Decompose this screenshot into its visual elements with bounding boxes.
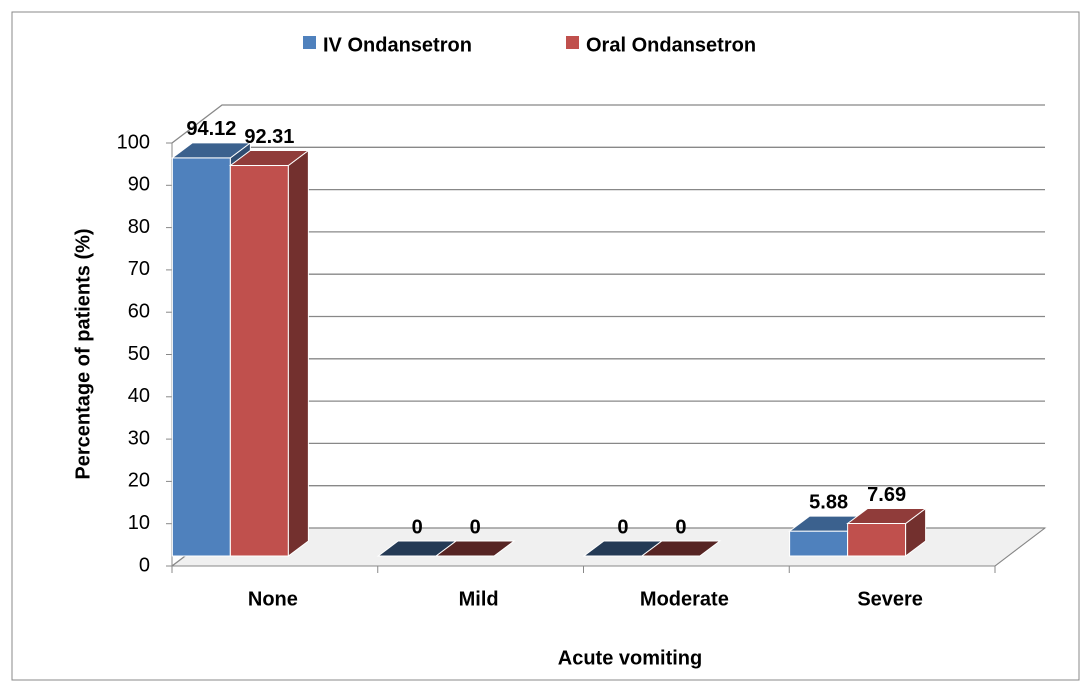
bar-top <box>228 150 310 167</box>
grid-line <box>171 104 1045 144</box>
bar <box>434 540 516 557</box>
bar <box>846 507 928 557</box>
data-label: 5.88 <box>809 491 848 513</box>
legend-swatch <box>303 36 316 49</box>
data-label: 94.12 <box>186 118 236 140</box>
bar <box>640 540 722 557</box>
bar-front <box>171 157 231 557</box>
x-axis-back <box>994 527 1046 567</box>
legend-swatch <box>566 36 579 49</box>
bar-front <box>229 165 289 557</box>
bar-front <box>789 530 849 557</box>
y-tick-label: 60 <box>128 300 150 322</box>
data-label: 0 <box>412 516 423 538</box>
y-tick-label: 40 <box>128 385 150 407</box>
bar-top <box>434 540 516 557</box>
y-tick-label: 50 <box>128 343 150 365</box>
data-label: 0 <box>470 516 481 538</box>
bar-front <box>847 522 907 557</box>
legend-label: Oral Ondansetron <box>586 34 756 56</box>
data-label: 0 <box>617 516 628 538</box>
y-tick-label: 20 <box>128 470 150 492</box>
x-tick-label: None <box>248 588 298 610</box>
data-label: 0 <box>675 516 686 538</box>
x-tick-label: Mild <box>459 588 499 610</box>
legend-label: IV Ondansetron <box>323 34 472 56</box>
bar-side <box>287 149 309 557</box>
y-tick-label: 80 <box>128 216 150 238</box>
x-tick-label: Severe <box>857 588 923 610</box>
y-tick-label: 30 <box>128 427 150 449</box>
y-tick-label: 70 <box>128 258 150 280</box>
y-tick-label: 90 <box>128 174 150 196</box>
y-tick-label: 10 <box>128 512 150 534</box>
bar-top <box>846 507 928 524</box>
data-label: 92.31 <box>244 126 294 148</box>
x-axis-title: Acute vomiting <box>558 647 702 669</box>
x-tick-label: Moderate <box>640 588 729 610</box>
y-axis-title: Percentage of patients (%) <box>72 228 94 479</box>
bar <box>228 149 310 557</box>
y-tick-label: 0 <box>139 554 150 576</box>
bar-top <box>640 540 722 557</box>
bar-top <box>170 142 252 159</box>
y-tick-label: 100 <box>117 131 150 153</box>
data-label: 7.69 <box>867 484 906 506</box>
